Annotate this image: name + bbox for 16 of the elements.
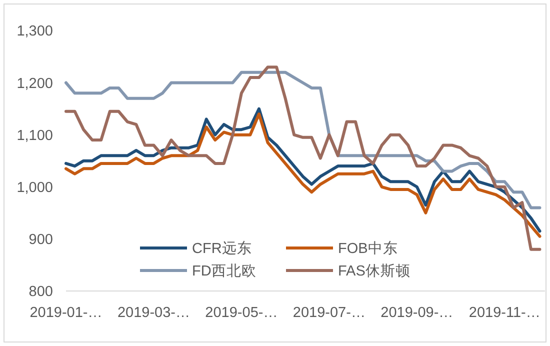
legend-label: FAS休斯顿	[338, 262, 410, 280]
x-tick-label: 2019-09-…	[380, 305, 454, 321]
legend-label: FOB中东	[338, 240, 398, 257]
x-tick-label: 2019-03-…	[117, 305, 190, 321]
x-tick-label: 2019-07-…	[292, 305, 366, 321]
y-tick-label: 1,200	[16, 76, 53, 92]
x-tick-label: 2019-05-…	[205, 305, 278, 321]
x-tick-label: 2019-01-…	[30, 305, 102, 321]
y-tick-label: 800	[28, 284, 53, 300]
y-tick-label: 1,000	[16, 180, 53, 196]
y-tick-label: 1,300	[16, 24, 53, 40]
y-tick-label: 1,100	[16, 128, 53, 144]
x-tick-label: 2019-11-…	[468, 305, 540, 321]
y-tick-label: 900	[28, 232, 53, 248]
legend-label: FD西北欧	[192, 262, 256, 280]
legend-label: CFR远东	[192, 240, 252, 257]
